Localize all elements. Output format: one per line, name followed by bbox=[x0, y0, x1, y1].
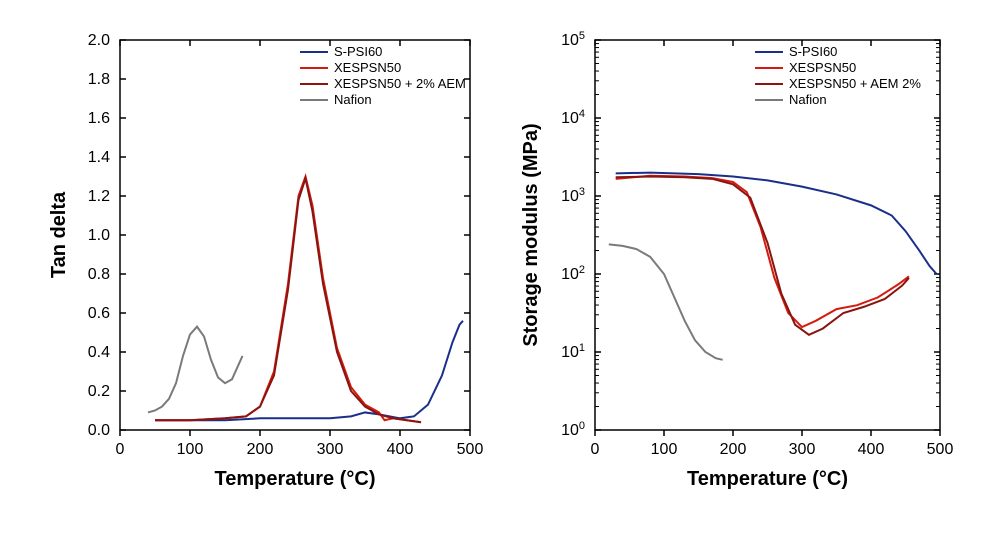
ytick-label: 1.0 bbox=[88, 227, 110, 244]
ytick-label: 0.4 bbox=[88, 344, 110, 361]
xtick-label: 400 bbox=[387, 441, 414, 458]
storage-modulus-chart: 0 100 200 300 400 500 100 101 102 103 104 105 Temper… bbox=[510, 20, 960, 500]
xtick-label: 400 bbox=[858, 441, 885, 458]
legend-label: Nafion bbox=[789, 92, 827, 107]
xtick-label: 300 bbox=[317, 441, 344, 458]
series-line bbox=[616, 177, 909, 335]
figure-page: 0 100 200 300 400 500 0.0 0.2 0.4 0.6 0.8 1.0 1.2 1.4… bbox=[0, 0, 992, 543]
series-line bbox=[148, 327, 243, 413]
xtick-label: 200 bbox=[247, 441, 274, 458]
xtick-label: 0 bbox=[591, 441, 600, 458]
ytick-label: 1.4 bbox=[88, 149, 110, 166]
legend-label: S-PSI60 bbox=[789, 44, 837, 59]
ytick-label: 103 bbox=[561, 186, 585, 205]
ytick-label: 105 bbox=[561, 30, 585, 49]
xtick-label: 500 bbox=[927, 441, 954, 458]
y-axis-label: Storage modulus (MPa) bbox=[520, 123, 542, 346]
series-line bbox=[609, 244, 723, 359]
series-line bbox=[155, 178, 421, 422]
xtick-label: 100 bbox=[651, 441, 678, 458]
tan-delta-chart: 0 100 200 300 400 500 0.0 0.2 0.4 0.6 0.8 1.0 1.2 1.4… bbox=[40, 20, 490, 500]
ytick-label: 101 bbox=[561, 342, 585, 361]
legend-label: XESPSN50 + AEM 2% bbox=[789, 76, 921, 91]
ytick-label: 0.0 bbox=[88, 422, 110, 439]
ytick-label: 2.0 bbox=[88, 32, 110, 49]
ytick-label: 0.8 bbox=[88, 266, 110, 283]
legend-label: XESPSN50 + 2% AEM bbox=[334, 76, 466, 91]
xtick-label: 100 bbox=[177, 441, 204, 458]
legend-label: XESPSN50 bbox=[334, 60, 401, 75]
series-line bbox=[616, 173, 937, 274]
xtick-label: 300 bbox=[789, 441, 816, 458]
ytick-label: 104 bbox=[561, 108, 585, 127]
x-axis-label: Temperature (°C) bbox=[687, 468, 848, 490]
ytick-label: 1.8 bbox=[88, 71, 110, 88]
ytick-label: 1.6 bbox=[88, 110, 110, 127]
series-line bbox=[155, 177, 421, 423]
ytick-label: 0.2 bbox=[88, 383, 110, 400]
ytick-label: 0.6 bbox=[88, 305, 110, 322]
xtick-label: 0 bbox=[116, 441, 125, 458]
y-axis-label: Tan delta bbox=[48, 191, 70, 278]
legend-label: Nafion bbox=[334, 92, 372, 107]
legend-label: XESPSN50 bbox=[789, 60, 856, 75]
series-line bbox=[616, 176, 909, 327]
ytick-label: 1.2 bbox=[88, 188, 110, 205]
series-line bbox=[155, 321, 463, 420]
legend-label: S-PSI60 bbox=[334, 44, 382, 59]
xtick-label: 500 bbox=[457, 441, 484, 458]
ytick-label: 100 bbox=[561, 420, 585, 439]
xtick-label: 200 bbox=[720, 441, 747, 458]
x-axis-label: Temperature (°C) bbox=[215, 468, 376, 490]
ytick-label: 102 bbox=[561, 264, 585, 283]
